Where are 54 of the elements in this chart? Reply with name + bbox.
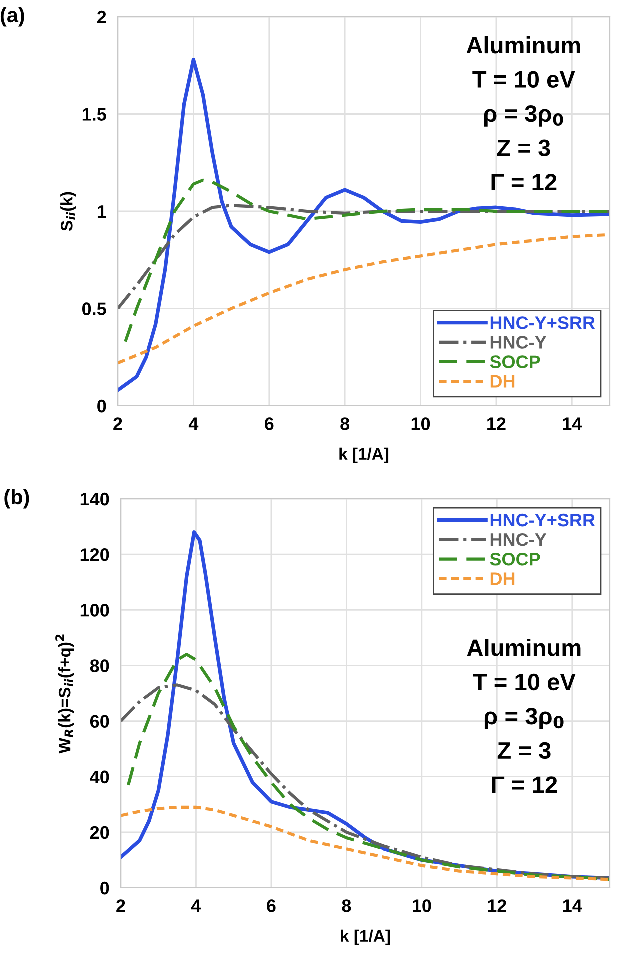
annotation: Γ = 12 (492, 174, 557, 190)
line-series (118, 204, 610, 310)
x-tick-label: 2 (116, 900, 126, 912)
line-series (121, 806, 610, 882)
x-tick-label: 10 (412, 418, 430, 430)
y-tick-label: 2 (97, 10, 106, 24)
x-tick-label: 14 (563, 900, 582, 912)
y-tick-label: 20 (90, 826, 110, 840)
chart-title: (b) (4, 489, 30, 509)
x-tick-label: 8 (340, 418, 350, 430)
x-tick-label: 8 (342, 900, 352, 912)
x-tick-label: 14 (563, 418, 582, 430)
legend-label: HNC-Y+SRR (490, 316, 596, 330)
chart-title: (a) (0, 7, 24, 27)
x-tick-label: 6 (267, 900, 276, 912)
x-tick-label: 4 (191, 900, 202, 912)
y-tick-label: 40 (90, 770, 110, 784)
y-tick-label: 1 (98, 206, 106, 218)
legend-label: HNC-Y (490, 533, 547, 546)
y-tick-label: 140 (80, 492, 110, 506)
x-axis-title: k [1/A] (340, 448, 389, 464)
legend-label: HNC-Y+SRR (490, 514, 596, 527)
y-tick-label: 0 (98, 400, 106, 413)
y-tick-label: 60 (90, 715, 110, 728)
annotation: T = 10 eV (473, 674, 576, 691)
y-tick-label: 100 (80, 604, 110, 617)
y-tick-label: 0 (100, 882, 110, 895)
legend-label: SOCP (490, 553, 540, 566)
y-tick-label: 80 (90, 660, 110, 672)
annotation: Z = 3 (497, 140, 550, 157)
x-tick-label: 2 (114, 418, 122, 430)
y-tick-label: 0.5 (82, 302, 106, 316)
x-tick-label: 12 (488, 418, 506, 430)
y-axis-title: S$_{ii}$(k) (60, 192, 76, 232)
x-tick-label: 10 (413, 900, 432, 912)
x-tick-label: 4 (188, 418, 199, 430)
legend-label: DH (490, 572, 515, 586)
annotation: Γ = 12 (492, 776, 558, 794)
annotation: ρ = 3ρ$_{0}$ (484, 105, 564, 127)
annotation: Aluminum (466, 36, 580, 54)
y-axis-title: W$_{R}$(k)=S$_{ii}$(f+q)$^{2}$ (56, 634, 74, 754)
legend-label: SOCP (490, 356, 540, 368)
line-series (118, 58, 610, 392)
legend-label: DH (490, 375, 515, 388)
y-tick-label: 1.5 (82, 108, 106, 121)
legend-label: HNC-Y (490, 336, 547, 349)
annotation: ρ = 3ρ$_{0}$ (484, 708, 564, 730)
y-tick-label: 120 (80, 548, 110, 562)
annotation: Z = 3 (498, 742, 551, 760)
annotation: T = 10 eV (472, 71, 576, 88)
x-tick-label: 6 (265, 418, 274, 430)
x-axis-title: k [1/A] (341, 930, 390, 946)
x-tick-label: 12 (488, 900, 506, 912)
annotation: Aluminum (467, 639, 581, 656)
